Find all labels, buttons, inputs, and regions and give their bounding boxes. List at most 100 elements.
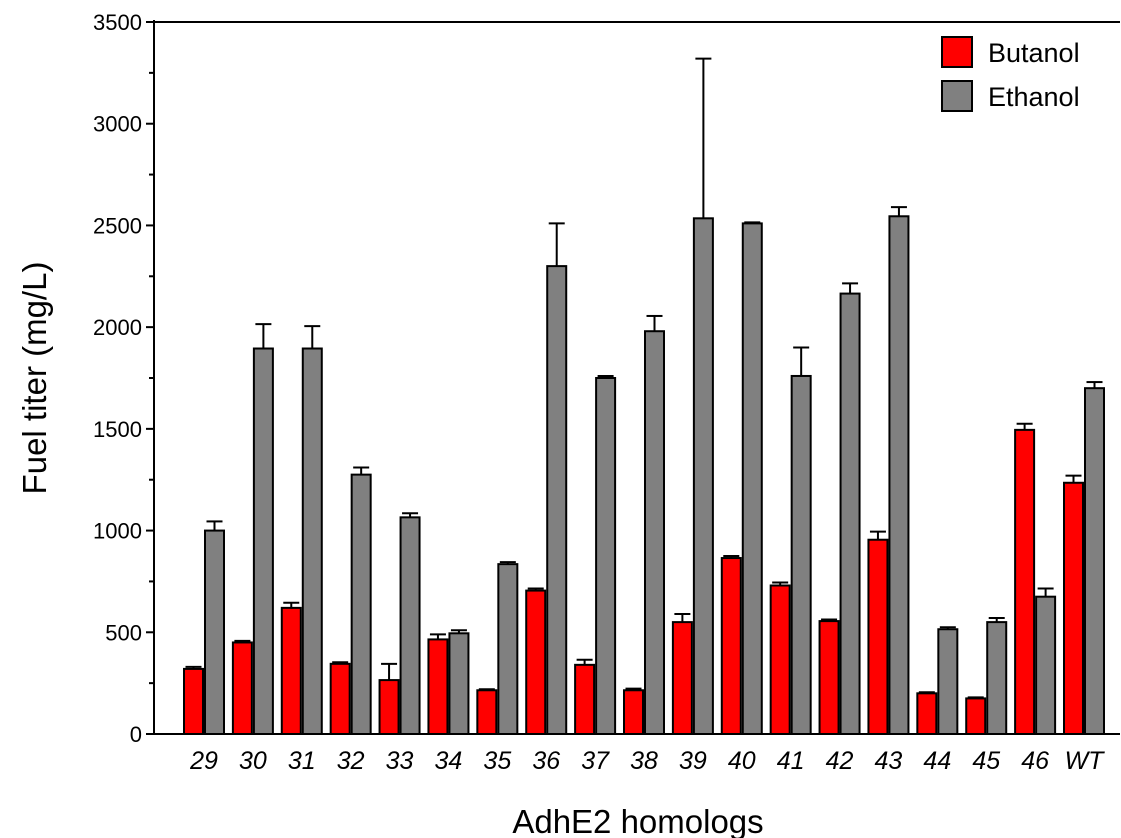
y-tick-label: 2500 <box>93 213 142 238</box>
error-bar-butanol-43 <box>869 530 886 540</box>
x-tick-label: 33 <box>386 747 414 775</box>
bar-butanol-35 <box>476 689 498 736</box>
error-bar-butanol-38 <box>625 687 642 691</box>
error-bar-ethanol-35 <box>499 561 516 565</box>
x-tick-label: 35 <box>483 747 511 775</box>
error-bar-butanol-29 <box>185 665 202 669</box>
bar-ethanol-42 <box>839 292 861 735</box>
bar-butanol-44 <box>916 692 938 735</box>
legend-label: Butanol <box>988 38 1080 68</box>
error-bars-group <box>185 57 1103 699</box>
error-bar-ethanol-29 <box>206 520 223 531</box>
error-bar-ethanol-34 <box>450 629 467 634</box>
error-bar-butanol-wt <box>1065 474 1082 483</box>
x-tick-label: 31 <box>288 747 316 775</box>
bar-ethanol-38 <box>644 330 665 735</box>
error-bar-butanol-45 <box>967 696 984 699</box>
bar-butanol-46 <box>1014 428 1036 735</box>
x-tick-label: 44 <box>923 747 951 775</box>
legend-item-ethanol: Ethanol <box>941 80 1080 112</box>
error-bar-butanol-35 <box>478 688 495 691</box>
x-tick-label: 36 <box>532 747 560 775</box>
bar-ethanol-34 <box>448 632 470 735</box>
bar-butanol-45 <box>965 697 987 736</box>
bar-butanol-38 <box>623 689 644 736</box>
bar-butanol-33 <box>378 679 400 736</box>
error-bar-ethanol-38 <box>646 314 663 332</box>
bar-butanol-30 <box>231 641 253 736</box>
bar-ethanol-43 <box>888 215 910 735</box>
bar-butanol-41 <box>769 584 791 735</box>
x-axis-title: AdhE2 homologs <box>512 803 763 838</box>
x-tick-label: 41 <box>777 747 805 775</box>
error-bar-ethanol-45 <box>988 617 1005 623</box>
legend-swatch <box>941 36 973 68</box>
error-bar-butanol-37 <box>576 658 593 665</box>
axes-group <box>146 20 1120 735</box>
y-tick-label: 0 <box>130 722 142 747</box>
error-bar-ethanol-46 <box>1037 587 1054 597</box>
error-bar-butanol-46 <box>1016 422 1033 430</box>
error-bar-butanol-40 <box>723 555 740 559</box>
x-tick-label: 43 <box>875 747 903 775</box>
error-bar-ethanol-36 <box>548 222 565 267</box>
y-tick-label: 3500 <box>93 10 142 35</box>
bars-group <box>183 215 1105 736</box>
error-bar-ethanol-33 <box>402 512 419 518</box>
error-bar-butanol-36 <box>527 587 544 591</box>
bar-ethanol-44 <box>937 628 959 736</box>
error-bar-ethanol-39 <box>695 57 712 219</box>
error-bar-ethanol-44 <box>939 626 956 630</box>
x-tick-label: 34 <box>435 747 463 775</box>
bar-butanol-42 <box>818 620 840 736</box>
bar-ethanol-30 <box>252 347 274 735</box>
bar-ethanol-39 <box>692 217 714 735</box>
x-tick-label: WT <box>1065 747 1106 775</box>
bar-ethanol-35 <box>497 563 519 735</box>
error-bar-ethanol-41 <box>793 346 810 376</box>
labels-group: 0 500 1000 1500 2000 2500 3000 3500 29 30 31 32 33 34… <box>16 10 1105 838</box>
error-bar-ethanol-42 <box>842 282 859 294</box>
bar-ethanol-29 <box>204 529 225 735</box>
x-tick-label: 37 <box>581 747 610 775</box>
error-bar-butanol-42 <box>821 618 838 622</box>
bar-butanol-36 <box>525 589 547 736</box>
error-bar-butanol-33 <box>381 662 398 681</box>
bar-ethanol-wt <box>1084 387 1105 735</box>
bar-ethanol-36 <box>546 265 568 735</box>
bar-ethanol-46 <box>1035 595 1057 736</box>
error-bar-butanol-31 <box>283 601 300 608</box>
x-tick-label: 29 <box>189 747 218 775</box>
bar-ethanol-33 <box>399 516 421 735</box>
error-bar-ethanol-40 <box>744 221 761 224</box>
x-tick-label: 32 <box>337 747 365 775</box>
x-tick-label: 45 <box>972 747 1000 775</box>
x-tick-label: 38 <box>630 747 658 775</box>
error-bar-butanol-30 <box>234 639 251 643</box>
bar-butanol-39 <box>671 621 693 735</box>
x-tick-label: 46 <box>1021 747 1049 775</box>
x-tick-label: 30 <box>239 747 267 775</box>
legend: Butanol Ethanol <box>941 36 1080 112</box>
x-tick-label: 40 <box>728 747 756 775</box>
legend-item-butanol: Butanol <box>941 36 1080 68</box>
bar-butanol-34 <box>427 638 449 735</box>
bar-ethanol-32 <box>350 473 372 735</box>
bar-butanol-31 <box>280 606 302 735</box>
error-bar-butanol-44 <box>918 691 935 694</box>
x-tick-label: 39 <box>679 747 707 775</box>
y-tick-label: 1000 <box>93 519 142 544</box>
error-bar-ethanol-32 <box>353 466 370 475</box>
bar-butanol-32 <box>329 662 351 735</box>
bar-butanol-29 <box>183 667 204 735</box>
x-tick-label: 42 <box>826 747 854 775</box>
bar-ethanol-41 <box>790 374 812 735</box>
legend-swatch <box>941 80 973 112</box>
bar-ethanol-45 <box>986 621 1008 735</box>
error-bar-butanol-41 <box>772 581 789 586</box>
bar-ethanol-31 <box>301 347 323 735</box>
y-tick-label: 2000 <box>93 315 142 340</box>
error-bar-ethanol-wt <box>1086 381 1103 389</box>
